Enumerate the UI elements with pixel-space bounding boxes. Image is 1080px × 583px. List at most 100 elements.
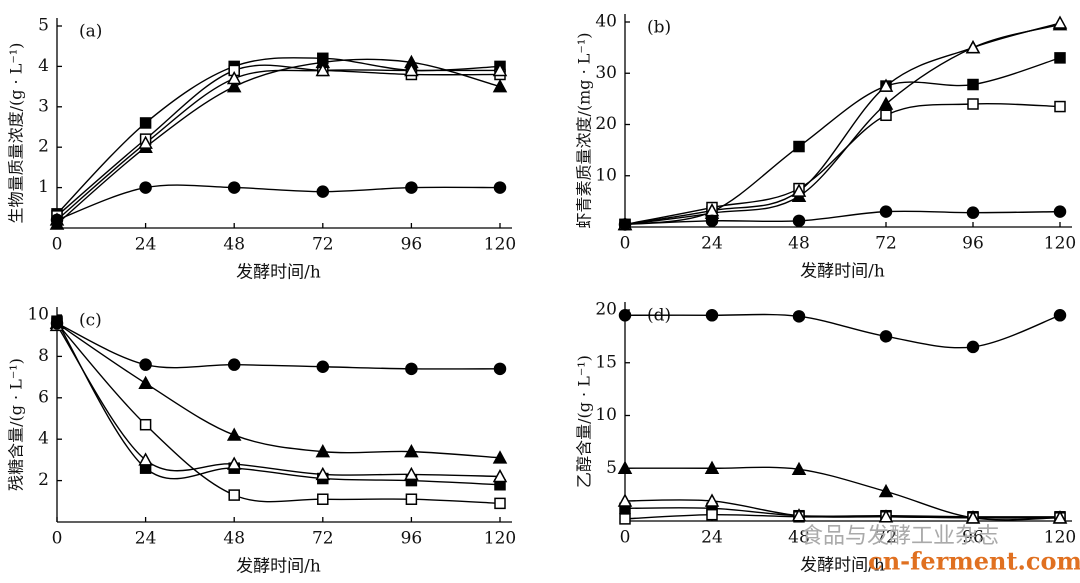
x-tick-label: 0 [52,235,63,255]
marker [878,78,894,92]
marker [50,213,64,227]
marker [493,362,507,376]
x-tick-label: 96 [401,235,423,255]
series-line [624,499,1061,519]
y-tick-label: 1 [38,177,49,197]
marker [138,375,153,390]
marker [965,510,981,524]
series-line [624,23,1061,226]
marker [139,181,152,194]
x-tick-label: 120 [484,235,516,255]
marker [227,181,241,194]
marker [139,418,152,431]
x-tick-label: 48 [223,529,245,549]
series-line [56,322,501,370]
series-line [56,322,501,505]
x-axis-label: 发酵时间/h [800,262,885,282]
marker [879,330,893,343]
marker [705,214,719,228]
marker [226,456,242,470]
y-tick-label: 30 [595,63,617,83]
marker [619,513,631,525]
marker [791,508,807,522]
marker [791,183,807,197]
marker [1053,309,1067,322]
marker [226,79,242,93]
marker [878,483,894,498]
marker [492,79,508,93]
series-line [624,22,1061,226]
series-line [624,102,1061,226]
series-line [624,57,1061,226]
series-line [56,58,501,225]
marker [617,460,633,474]
y-tick-label: 10 [595,405,617,425]
x-tick-label: 96 [962,528,984,548]
marker [791,461,807,476]
series-line [624,507,1061,518]
series-line [624,210,1061,226]
marker [315,444,331,458]
panel-label: (c) [79,311,102,331]
x-tick-label: 48 [223,235,245,255]
marker [138,135,153,149]
series-line [56,184,501,221]
marker [228,489,240,501]
y-axis-label: 乙醇含量/(g · L⁻¹) [575,355,594,488]
y-tick-label: 2 [38,137,49,157]
marker [617,493,633,507]
y-tick-label: 20 [595,300,617,320]
marker [792,310,806,323]
panel-label: (b) [647,18,671,38]
marker [1053,205,1067,218]
marker [405,181,418,194]
marker [494,497,506,510]
marker [879,205,893,218]
marker [492,62,508,77]
marker [492,450,508,464]
x-tick-label: 120 [1044,528,1076,548]
marker [315,62,331,77]
marker [316,185,330,198]
marker [227,358,241,371]
marker [226,427,242,441]
marker [878,509,894,523]
marker [967,78,979,91]
marker [704,493,720,507]
marker [966,206,980,219]
marker [493,181,507,194]
marker [793,140,805,153]
marker [966,340,980,354]
marker [139,358,152,371]
y-axis-label: 虾青素质量浓度/(mg · L⁻¹) [575,32,594,228]
y-tick-label: 10 [27,305,49,325]
y-tick-label: 10 [595,165,617,185]
x-tick-label: 72 [875,528,897,548]
y-tick-label: 5 [606,458,617,478]
series-line [624,466,1061,521]
marker [878,96,894,110]
marker [50,317,64,330]
marker [405,493,418,505]
x-tick-label: 0 [620,234,631,254]
y-tick-label: 2 [38,470,49,490]
x-tick-label: 72 [875,234,897,254]
x-tick-label: 48 [788,528,810,548]
y-axis-label: 残糖含量/(g · L⁻¹) [7,358,26,491]
x-axis-label: 发酵时间/h [236,557,321,577]
x-tick-label: 24 [701,234,723,254]
marker [316,360,330,373]
marker [404,466,419,481]
x-tick-label: 48 [788,234,810,254]
marker [1054,52,1066,64]
marker [317,493,329,505]
marker [792,214,806,228]
marker [139,117,152,129]
x-tick-label: 0 [620,528,631,548]
x-tick-label: 120 [484,529,516,549]
series-line [56,320,501,486]
x-tick-label: 96 [401,529,423,549]
y-tick-label: 6 [38,387,49,407]
x-tick-label: 72 [312,235,334,255]
